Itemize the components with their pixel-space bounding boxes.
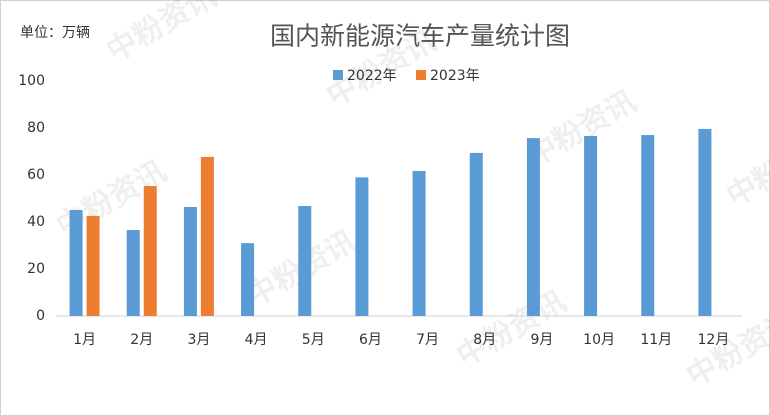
bar <box>143 186 157 316</box>
bar <box>698 128 712 316</box>
bar <box>641 135 655 316</box>
x-tick-label: 5月 <box>302 332 325 348</box>
legend-swatch <box>333 70 343 80</box>
y-tick-label: 20 <box>27 261 45 277</box>
bar <box>183 206 197 316</box>
x-tick-label: 4月 <box>245 332 268 348</box>
y-tick-label: 60 <box>27 167 45 183</box>
x-tick-label: 2月 <box>130 332 153 348</box>
bar <box>469 152 483 316</box>
bar <box>69 210 83 316</box>
legend-label: 2022年 <box>347 68 397 84</box>
x-tick-label: 7月 <box>416 332 439 348</box>
bar <box>526 138 540 316</box>
unit-label: 单位：万辆 <box>20 25 90 41</box>
bar <box>86 215 100 316</box>
y-tick-label: 80 <box>27 120 45 136</box>
bar <box>298 206 312 316</box>
bar <box>200 156 214 316</box>
bar <box>355 177 369 316</box>
x-tick-label: 8月 <box>473 332 496 348</box>
legend-swatch <box>416 70 426 80</box>
legend-label: 2023年 <box>430 68 480 84</box>
y-tick-label: 40 <box>27 214 45 230</box>
bar <box>126 229 140 316</box>
bar <box>412 171 426 316</box>
x-tick-label: 9月 <box>530 332 553 348</box>
bar <box>584 135 598 316</box>
x-tick-label: 10月 <box>583 332 615 348</box>
x-tick-label: 3月 <box>187 332 210 348</box>
bar <box>241 243 255 316</box>
x-tick-label: 11月 <box>640 332 672 348</box>
x-tick-label: 1月 <box>73 332 96 348</box>
x-tick-label: 12月 <box>698 332 730 348</box>
x-tick-label: 6月 <box>359 332 382 348</box>
chart-title: 国内新能源汽车产量统计图 <box>270 22 570 51</box>
y-tick-label: 0 <box>36 308 45 324</box>
y-tick-label: 100 <box>18 73 45 89</box>
